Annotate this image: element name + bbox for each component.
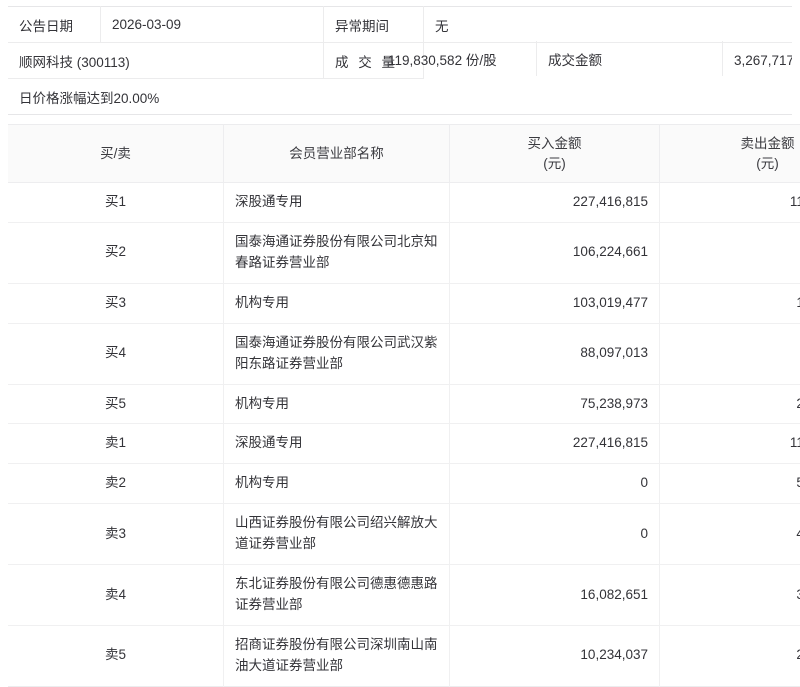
cell-branch-name: 国泰海通证券股份有限公司武汉紫阳东路证券营业部 [224,323,450,384]
cell-rank: 卖4 [8,565,224,626]
announce-date-label: 公告日期 [8,7,101,43]
column-header-rank: 买/卖 [8,125,224,183]
cell-buy-amount: 0 [450,504,660,565]
table-row: 买2国泰海通证券股份有限公司北京知春路证券营业部106,224,6612,953… [8,222,800,283]
cell-buy-amount: 16,082,651 [450,565,660,626]
table-header-row: 买/卖 会员营业部名称 买入金额 (元) 卖出金额 (元) [8,125,800,183]
cell-buy-amount: 227,416,815 [450,183,660,223]
cell-branch-name: 深股通专用 [224,183,450,223]
cell-rank: 卖5 [8,625,224,686]
cell-branch-name: 东北证券股份有限公司德惠德惠路证券营业部 [224,565,450,626]
cell-buy-amount: 106,224,661 [450,222,660,283]
cell-sell-amount: 16,804,026 [660,283,800,323]
cell-rank: 买4 [8,323,224,384]
table-row: 卖4东北证券股份有限公司德惠德惠路证券营业部16,082,65134,098,8… [8,565,800,626]
cell-buy-amount: 75,238,973 [450,384,660,424]
cell-buy-amount: 10,234,037 [450,625,660,686]
cell-branch-name: 机构专用 [224,384,450,424]
cell-sell-amount: 34,098,821 [660,565,800,626]
announce-date-value: 2026-03-09 [101,7,324,43]
turnover-value: 3,267,717,759 元 [723,41,793,76]
cell-branch-name: 山西证券股份有限公司绍兴解放大道证券营业部 [224,504,450,565]
cell-sell-amount: 110,416,987 [660,183,800,223]
cell-branch-name: 深股通专用 [224,424,450,464]
cell-buy-amount: 103,019,477 [450,283,660,323]
table-header: 买/卖 会员营业部名称 买入金额 (元) 卖出金额 (元) [8,125,800,183]
column-header-buy-amount: 买入金额 (元) [450,125,660,183]
cell-branch-name: 国泰海通证券股份有限公司北京知春路证券营业部 [224,222,450,283]
cell-sell-amount: 20,084,756 [660,384,800,424]
cell-buy-amount: 227,416,815 [450,424,660,464]
stock-info-row2-values: 119,830,582 份/股 成交金额 3,267,717,759 元 [8,41,792,76]
info-row-note: 日价格涨幅达到20.00% [8,79,792,115]
turnover-label: 成交金额 [537,41,723,76]
abnormal-period-label: 异常期间 [324,7,424,43]
sell-amount-unit: (元) [670,154,800,174]
cell-rank: 买2 [8,222,224,283]
stock-disclosure-page: 公告日期 2026-03-09 异常期间 无 顺网科技 (300113) 成 交… [0,0,800,572]
cell-sell-amount: 57,299,898 [660,464,800,504]
cell-rank: 买3 [8,283,224,323]
abnormal-period-value: 无 [424,7,793,43]
price-change-note: 日价格涨幅达到20.00% [8,79,792,115]
column-header-sell-amount: 卖出金额 (元) [660,125,800,183]
cell-sell-amount: 110,416,987 [660,424,800,464]
cell-rank: 买5 [8,384,224,424]
table-row: 买4国泰海通证券股份有限公司武汉紫阳东路证券营业部88,097,013367,2… [8,323,800,384]
table-body: 买1深股通专用227,416,815110,416,987买2国泰海通证券股份有… [8,183,800,687]
cell-rank: 买1 [8,183,224,223]
table-row: 卖2机构专用057,299,898 [8,464,800,504]
cell-buy-amount: 0 [450,464,660,504]
cell-sell-amount: 367,236 [660,323,800,384]
cell-rank: 卖1 [8,424,224,464]
table-row: 卖3山西证券股份有限公司绍兴解放大道证券营业部040,332,039 [8,504,800,565]
buy-amount-unit: (元) [460,154,649,174]
cell-sell-amount: 2,953,600 [660,222,800,283]
buy-amount-title: 买入金额 [460,134,649,154]
cell-branch-name: 机构专用 [224,283,450,323]
info-row-announce: 公告日期 2026-03-09 异常期间 无 [8,7,792,43]
cell-branch-name: 招商证券股份有限公司深圳南山南油大道证券营业部 [224,625,450,686]
row2-pad-left [8,41,377,76]
volume-value: 119,830,582 份/股 [377,41,537,76]
cell-rank: 卖2 [8,464,224,504]
table-row: 卖5招商证券股份有限公司深圳南山南油大道证券营业部10,234,03723,83… [8,625,800,686]
column-header-branch: 会员营业部名称 [224,125,450,183]
cell-sell-amount: 23,837,336 [660,625,800,686]
cell-sell-amount: 40,332,039 [660,504,800,565]
cell-rank: 卖3 [8,504,224,565]
cell-branch-name: 机构专用 [224,464,450,504]
sell-amount-title: 卖出金额 [670,134,800,154]
cell-buy-amount: 88,097,013 [450,323,660,384]
